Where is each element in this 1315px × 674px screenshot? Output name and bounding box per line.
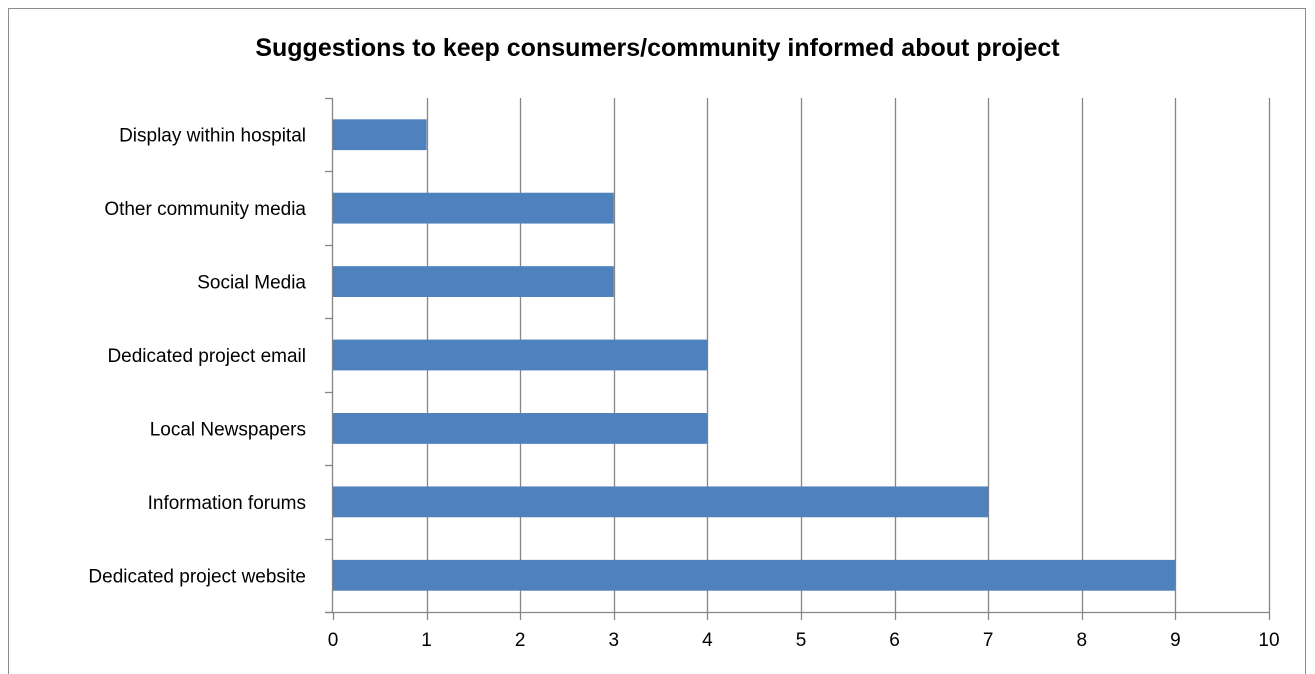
x-tick-label-2: 2 bbox=[515, 630, 526, 651]
bar-5 bbox=[333, 486, 989, 518]
bar-0 bbox=[333, 119, 427, 151]
bar-6 bbox=[333, 559, 1176, 591]
x-tick-label-4: 4 bbox=[702, 630, 713, 651]
x-tick-label-10: 10 bbox=[1258, 630, 1279, 651]
x-tick-label-7: 7 bbox=[983, 630, 994, 651]
category-label-5: Information forums bbox=[148, 493, 306, 514]
x-tick-label-8: 8 bbox=[1077, 630, 1088, 651]
x-tick-label-9: 9 bbox=[1170, 630, 1181, 651]
x-tick-label-5: 5 bbox=[796, 630, 807, 651]
category-label-1: Other community media bbox=[104, 199, 306, 220]
x-tick-label-0: 0 bbox=[328, 630, 339, 651]
chart-title: Suggestions to keep consumers/community … bbox=[255, 34, 1060, 62]
bar-2 bbox=[333, 266, 614, 297]
category-label-6: Dedicated project website bbox=[88, 566, 306, 587]
x-tick-label-6: 6 bbox=[889, 630, 900, 651]
x-tick-label-3: 3 bbox=[609, 630, 620, 651]
category-label-3: Dedicated project email bbox=[107, 346, 306, 367]
x-tick-label-1: 1 bbox=[421, 630, 432, 651]
category-label-4: Local Newspapers bbox=[150, 419, 306, 440]
category-label-2: Social Media bbox=[197, 273, 306, 294]
bar-4 bbox=[333, 413, 708, 444]
bar-3 bbox=[333, 339, 708, 371]
bar-1 bbox=[333, 192, 614, 224]
category-label-0: Display within hospital bbox=[119, 126, 306, 147]
